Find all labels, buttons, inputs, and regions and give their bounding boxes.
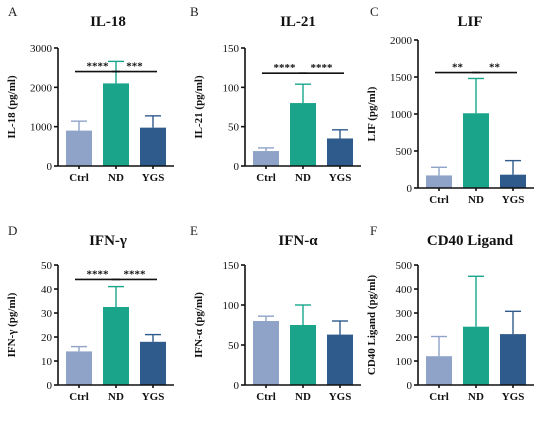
- bar-nd: [290, 325, 316, 385]
- y-tick-label: 500: [396, 146, 413, 158]
- y-tick-label: 100: [223, 300, 240, 312]
- y-tick-label: 40: [41, 284, 53, 296]
- y-tick-label: 1000: [390, 109, 413, 121]
- y-tick-label: 2000: [390, 35, 413, 47]
- x-tick-label: ND: [108, 172, 124, 184]
- bar-nd: [463, 113, 489, 188]
- x-tick-label: YGS: [502, 194, 525, 206]
- y-tick-label: 0: [234, 161, 240, 173]
- bar-nd: [463, 326, 489, 385]
- panel-letter: B: [190, 4, 199, 19]
- significance-label: ****: [311, 62, 334, 74]
- bar-ygs: [140, 127, 166, 166]
- y-axis-label: IL-21 (pg/ml): [193, 75, 205, 139]
- y-tick-label: 2000: [30, 82, 53, 94]
- x-tick-label: Ctrl: [256, 391, 276, 403]
- significance-label: **: [489, 62, 501, 74]
- bar-ctrl: [253, 151, 279, 166]
- x-tick-label: ND: [108, 391, 124, 403]
- y-tick-label: 0: [47, 380, 53, 392]
- y-tick-label: 150: [223, 260, 240, 272]
- y-tick-label: 100: [223, 82, 240, 94]
- panel-letter: E: [190, 223, 198, 238]
- y-tick-label: 20: [41, 332, 53, 344]
- chart-title: IFN-α: [278, 233, 318, 249]
- chart-title: IFN-γ: [89, 233, 127, 249]
- x-tick-label: Ctrl: [429, 391, 449, 403]
- x-tick-label: ND: [468, 391, 484, 403]
- y-tick-label: 50: [228, 122, 240, 134]
- chart-title: IL-18: [90, 14, 126, 30]
- y-tick-label: 10: [41, 356, 53, 368]
- x-tick-label: YGS: [142, 172, 165, 184]
- bar-ctrl: [426, 175, 452, 188]
- bar-ctrl: [426, 356, 452, 385]
- y-axis-label: CD40 Ligand (pg/ml): [366, 275, 378, 376]
- y-tick-label: 500: [396, 260, 413, 272]
- x-tick-label: Ctrl: [69, 172, 89, 184]
- significance-label: **: [452, 62, 464, 74]
- y-tick-label: 0: [234, 380, 240, 392]
- x-tick-label: ND: [295, 391, 311, 403]
- x-tick-label: YGS: [329, 391, 352, 403]
- x-tick-label: Ctrl: [69, 391, 89, 403]
- panel-f: F CD40 Ligand CD40 Ligand (pg/ml) Ctrl ND YGS…: [366, 223, 534, 403]
- bar-ygs: [327, 138, 353, 166]
- significance-label: ****: [87, 268, 110, 280]
- panel-e: E IFN-α IFN-α (pg/ml) Ctrl ND YGS 0 50 100 150: [190, 223, 361, 403]
- y-tick-label: 1000: [30, 122, 53, 134]
- x-tick-label: YGS: [329, 172, 352, 184]
- panel-d: D IFN-γ IFN-γ (pg/ml) Ctrl ND YGS 0 10 20 30 40 50 *…: [6, 223, 174, 403]
- y-tick-label: 400: [396, 284, 413, 296]
- y-tick-label: 50: [228, 340, 240, 352]
- x-tick-label: YGS: [142, 391, 165, 403]
- x-tick-label: YGS: [502, 391, 525, 403]
- x-tick-label: Ctrl: [256, 172, 276, 184]
- bar-nd: [290, 103, 316, 166]
- y-tick-label: 0: [47, 161, 53, 173]
- x-tick-label: ND: [295, 172, 311, 184]
- chart-title: LIF: [457, 14, 482, 30]
- y-tick-label: 50: [41, 260, 53, 272]
- bar-ygs: [140, 341, 166, 385]
- bar-nd: [103, 83, 129, 166]
- y-tick-label: 200: [396, 332, 413, 344]
- y-tick-label: 0: [407, 183, 413, 195]
- panel-letter: F: [370, 223, 377, 238]
- chart-title: IL-21: [280, 14, 316, 30]
- panel-letter: A: [8, 4, 18, 19]
- x-tick-label: Ctrl: [429, 194, 449, 206]
- y-tick-label: 3000: [30, 43, 53, 55]
- y-tick-label: 300: [396, 308, 413, 320]
- y-tick-label: 0: [407, 380, 413, 392]
- x-tick-label: ND: [468, 194, 484, 206]
- y-axis-label: LIF (pg/ml): [366, 86, 378, 141]
- panel-b: B IL-21 IL-21 (pg/ml) Ctrl ND YGS 0 50 100 150 ***…: [190, 4, 361, 184]
- bar-ygs: [327, 334, 353, 385]
- y-tick-label: 30: [41, 308, 53, 320]
- bar-ctrl: [66, 130, 92, 166]
- y-axis-label: IFN-γ (pg/ml): [6, 292, 18, 357]
- y-axis-label: IL-18 (pg/ml): [6, 75, 18, 139]
- significance-label: ****: [87, 61, 110, 73]
- y-tick-label: 1500: [390, 72, 413, 84]
- chart-title: CD40 Ligand: [427, 233, 514, 249]
- panel-letter: D: [8, 223, 17, 238]
- y-axis-label: IFN-α (pg/ml): [193, 292, 205, 358]
- significance-label: ****: [274, 62, 297, 74]
- bar-ctrl: [253, 321, 279, 385]
- y-tick-label: 100: [396, 356, 413, 368]
- bar-ygs: [500, 334, 526, 385]
- panel-c: C LIF LIF (pg/ml) Ctrl ND YGS 0 500 1000 1500 2000…: [366, 4, 534, 206]
- significance-label: ****: [124, 268, 147, 280]
- y-tick-label: 150: [223, 43, 240, 55]
- significance-label: ***: [126, 61, 143, 73]
- bar-nd: [103, 307, 129, 385]
- bar-ygs: [500, 174, 526, 188]
- panel-a: A IL-18 IL-18 (pg/ml) Ctrl ND YGS 0 1000 2000 300…: [6, 4, 174, 184]
- bar-ctrl: [66, 351, 92, 385]
- panel-letter: C: [370, 4, 379, 19]
